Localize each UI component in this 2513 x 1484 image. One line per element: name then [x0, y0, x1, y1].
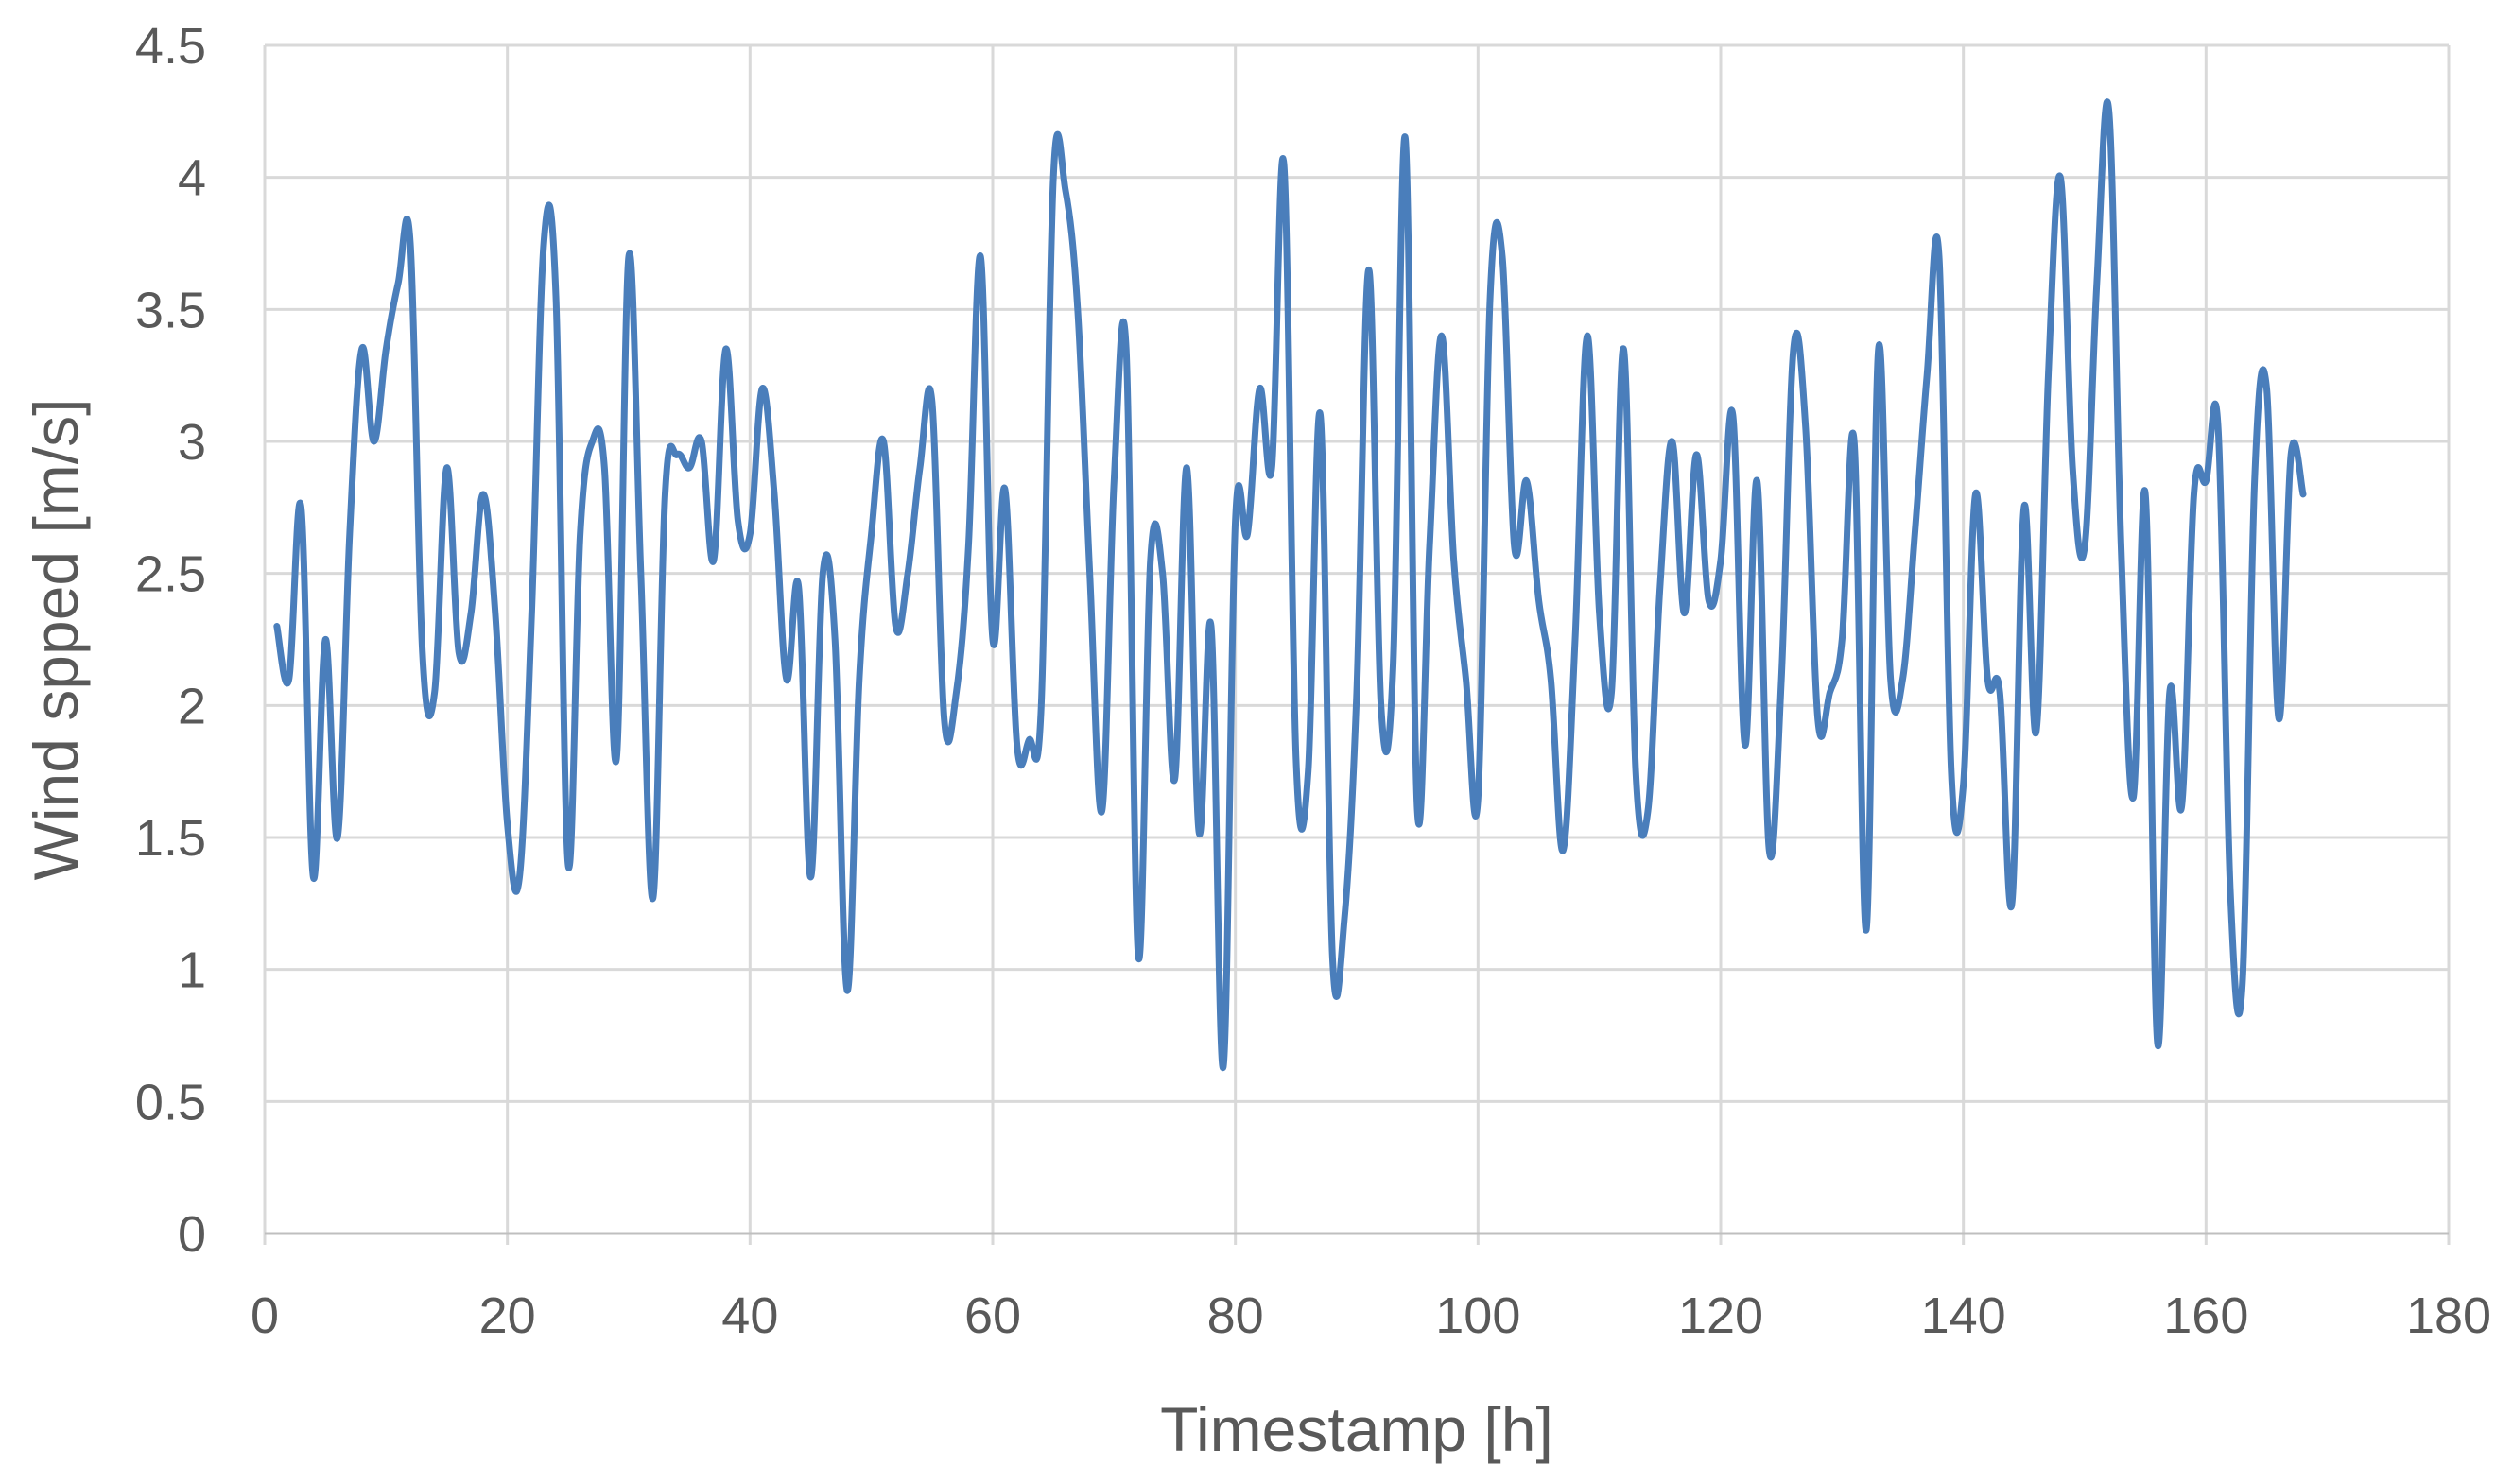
- series-layer: [273, 98, 2307, 1071]
- y-tick-label: 2.5: [135, 546, 206, 603]
- x-tick-labels: 0 20 40 60 80 100 120 140 160 180: [251, 1287, 2491, 1344]
- y-tick-label: 4.5: [135, 18, 206, 75]
- y-tick-label: 0: [178, 1206, 206, 1263]
- x-tick-label: 60: [964, 1287, 1021, 1344]
- y-tick-label: 2: [178, 678, 206, 734]
- y-tick-label: 4: [178, 150, 206, 207]
- y-tick-label: 3.5: [135, 282, 206, 338]
- x-tick-label: 100: [1435, 1287, 1520, 1344]
- x-tick-label: 0: [251, 1287, 279, 1344]
- series-line-0: [273, 98, 2307, 1071]
- y-tick-label: 1.5: [135, 810, 206, 867]
- x-tick-label: 140: [1921, 1287, 2006, 1344]
- y-axis-title: Wind spped [m/s]: [21, 399, 91, 881]
- x-tick-label: 80: [1207, 1287, 1264, 1344]
- x-tick-label: 20: [479, 1287, 536, 1344]
- x-tick-label: 120: [1678, 1287, 1763, 1344]
- x-axis-title: Timestamp [h]: [1160, 1394, 1553, 1464]
- y-tick-label: 3: [178, 414, 206, 471]
- y-tick-labels: 0 0.5 1 1.5 2 2.5 3 3.5 4 4.5: [135, 18, 206, 1263]
- x-tick-label: 40: [721, 1287, 778, 1344]
- x-tick-label: 160: [2163, 1287, 2248, 1344]
- y-tick-label: 1: [178, 942, 206, 999]
- x-tick-label: 180: [2406, 1287, 2491, 1344]
- y-tick-label: 0.5: [135, 1074, 206, 1130]
